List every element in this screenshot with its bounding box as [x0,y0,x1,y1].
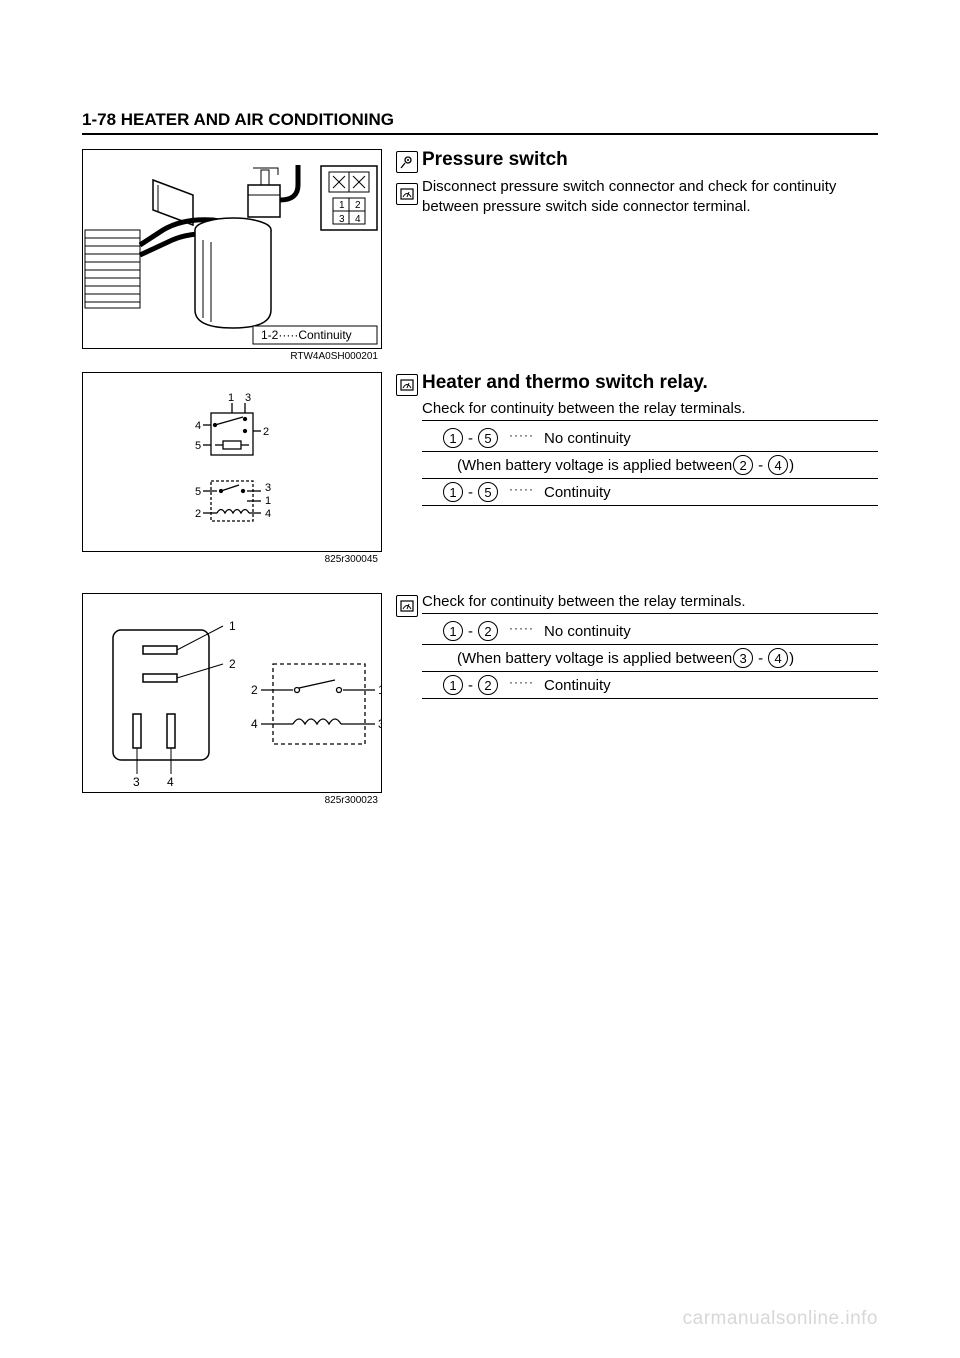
figure-relay-5pin: 1 3 4 2 5 [82,372,382,552]
dots-separator: ····· [509,675,534,689]
figure-caption-1: RTW4A0SH000201 [82,349,382,372]
fig3-lead-1: 1 [229,619,236,633]
watermark: carmanualsonline.info [683,1308,878,1330]
icon-column-2 [392,372,422,575]
meter-icon-3 [396,595,418,617]
dash: - [758,457,763,474]
icon-column-1 [392,149,422,372]
fig2-l-4: 4 [265,508,271,520]
circled-number: 1 [443,621,463,641]
conn-cell-3: 3 [339,214,345,225]
dots-separator: ····· [509,621,534,635]
figure-column-3: 1 2 3 4 [82,593,392,816]
circled-number: 3 [733,648,753,668]
fig2-u-1: 1 [228,392,234,404]
heater-relay-title: Heater and thermo switch relay. [422,372,878,394]
heater-check-intro: Check for continuity between the relay t… [422,400,878,421]
figure-column: 1 2 3 4 1-2·····Continuity RTW4A0SH00020… [82,149,392,372]
page-header: 1-78 HEATER AND AIR CONDITIONING [82,110,878,135]
meter-icon [396,183,418,205]
cond-text: No continuity [544,430,631,447]
spacer [82,575,878,593]
voltage-prefix: (When battery voltage is applied between [457,650,732,667]
voltage-suffix: ) [789,650,794,667]
voltage-prefix: (When battery voltage is applied between [457,457,732,474]
row-relay-4pin: 1 2 3 4 [82,593,878,816]
fig3-c-1: 1 [378,683,381,697]
figure-relay-4pin: 1 2 3 4 [82,593,382,793]
fig2-l-5: 5 [195,486,201,498]
fig3-lead-2: 2 [229,657,236,671]
dash: - [468,677,473,694]
fig3-c-3: 3 [378,717,381,731]
circled-number: 2 [478,621,498,641]
pressure-switch-diagram: 1 2 3 4 1-2·····Continuity [83,150,381,348]
figure-caption-3: 825r300023 [82,793,382,816]
circled-number: 5 [478,428,498,448]
relay2-row-2: (When battery voltage is applied between… [422,645,878,672]
heater-row-2: (When battery voltage is applied between… [422,452,878,479]
icon-column-3 [392,593,422,816]
relay2-check-intro: Check for continuity between the relay t… [422,593,878,614]
page: 1-78 HEATER AND AIR CONDITIONING [0,0,960,1358]
relay-4pin-diagram: 1 2 3 4 [83,594,381,792]
fig3-bot-3: 3 [133,775,140,789]
circled-number: 5 [478,482,498,502]
fig2-l-1: 1 [265,495,271,507]
fig1-annotation: 1-2·····Continuity [261,328,352,342]
relay2-row-1: 1 - 2 ····· No continuity [422,618,878,645]
cond-text: Continuity [544,677,611,694]
figure-pressure-switch: 1 2 3 4 1-2·····Continuity [82,149,382,349]
fig2-l-2: 2 [195,508,201,520]
circled-number: 1 [443,675,463,695]
circled-number: 4 [768,648,788,668]
conn-cell-1: 1 [339,200,345,211]
fig3-c-2: 2 [251,683,258,697]
heater-row-1: 1 - 5 ····· No continuity [422,425,878,452]
circled-number: 2 [478,675,498,695]
heater-row-3: 1 - 5 ····· Continuity [422,479,878,506]
figure-caption-2: 825r300045 [82,552,382,575]
dots-separator: ····· [509,482,534,496]
fig2-l-3: 3 [265,482,271,494]
circled-number: 1 [443,482,463,502]
circled-number: 1 [443,428,463,448]
fig3-c-4: 4 [251,717,258,731]
row-pressure-switch: 1 2 3 4 1-2·····Continuity RTW4A0SH00020… [82,149,878,372]
circled-number: 2 [733,455,753,475]
dash: - [468,484,473,501]
text-col-pressure: Pressure switch Disconnect pressure swit… [422,149,878,372]
dash: - [758,650,763,667]
text-col-relay2: Check for continuity between the relay t… [422,593,878,816]
fig2-u-3: 3 [245,392,251,404]
fig2-u-4: 4 [195,420,201,432]
fig2-u-2: 2 [263,426,269,438]
pressure-switch-body: Disconnect pressure switch connector and… [422,177,878,218]
voltage-suffix: ) [789,457,794,474]
conn-cell-4: 4 [355,214,361,225]
fig3-bot-4: 4 [167,775,174,789]
inspect-icon [396,151,418,173]
dots-separator: ····· [509,428,534,442]
relay2-row-3: 1 - 2 ····· Continuity [422,672,878,699]
conn-cell-2: 2 [355,200,361,211]
meter-icon-2 [396,374,418,396]
row-heater-relay: 1 3 4 2 5 [82,372,878,575]
dash: - [468,623,473,640]
dash: - [468,430,473,447]
text-col-heater: Heater and thermo switch relay. Check fo… [422,372,878,575]
circled-number: 4 [768,455,788,475]
cond-text: Continuity [544,484,611,501]
relay-5pin-diagram: 1 3 4 2 5 [83,373,381,551]
cond-text: No continuity [544,623,631,640]
fig2-u-5: 5 [195,440,201,452]
pressure-switch-title: Pressure switch [422,149,878,171]
figure-column-2: 1 3 4 2 5 [82,372,392,575]
